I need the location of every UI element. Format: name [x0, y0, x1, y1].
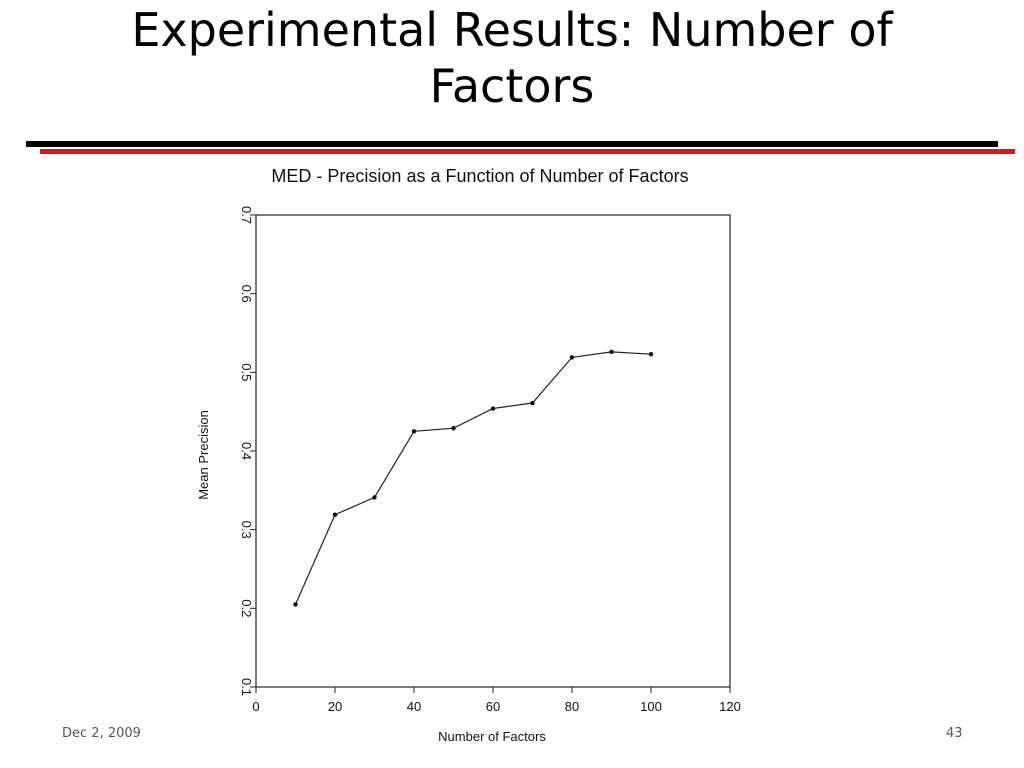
x-axis-label: Number of Factors [438, 729, 546, 744]
slide-title-line-2: Factors [429, 59, 595, 113]
data-point [451, 425, 456, 431]
x-tick-label: 120 [719, 699, 741, 714]
title-divider-black [26, 141, 998, 147]
data-point [372, 495, 377, 500]
x-tick-label: 40 [407, 699, 421, 714]
y-tick-label: 0.1 [239, 678, 254, 696]
plot-frame [255, 214, 731, 688]
series-layer [293, 349, 654, 607]
y-tick-label: 0.4 [239, 442, 254, 460]
x-tick-label: 80 [565, 699, 579, 714]
x-tick-label: 0 [252, 699, 259, 714]
y-tick-label: 0.2 [239, 599, 254, 617]
y-tick-label: 0.5 [239, 363, 254, 381]
y-tick-label: 0.7 [239, 206, 254, 224]
footer-date: Dec 2, 2009 [62, 726, 141, 741]
chart-container: MED - Precision as a Function of Number … [190, 160, 770, 750]
y-tick-label: 0.6 [239, 285, 254, 303]
chart-title: MED - Precision as a Function of Number … [271, 166, 688, 186]
data-point [609, 349, 614, 355]
data-point [411, 429, 417, 434]
data-point [530, 400, 535, 406]
data-point [490, 406, 496, 411]
x-tick-label: 60 [486, 699, 500, 714]
slide-title-line-1: Experimental Results: Number of [131, 3, 893, 57]
data-point [332, 512, 338, 517]
precision-line-chart: MED - Precision as a Function of Number … [196, 166, 741, 744]
data-point [569, 355, 575, 360]
axes-layer: 0 20 40 60 80 100 120 0.1 0.2 0.3 0.4 0.5 0.6 0.7 [239, 206, 741, 714]
page-number: 43 [946, 726, 963, 741]
data-point [648, 352, 654, 357]
title-divider-red [40, 149, 1015, 154]
x-tick-label: 100 [640, 699, 662, 714]
series-line [294, 351, 652, 605]
slide-title: Experimental Results: Number of Factors [0, 2, 1024, 114]
y-axis-label: Mean Precision [196, 410, 211, 500]
y-tick-label: 0.3 [239, 521, 254, 539]
x-tick-label: 20 [328, 699, 342, 714]
data-point [293, 602, 298, 607]
